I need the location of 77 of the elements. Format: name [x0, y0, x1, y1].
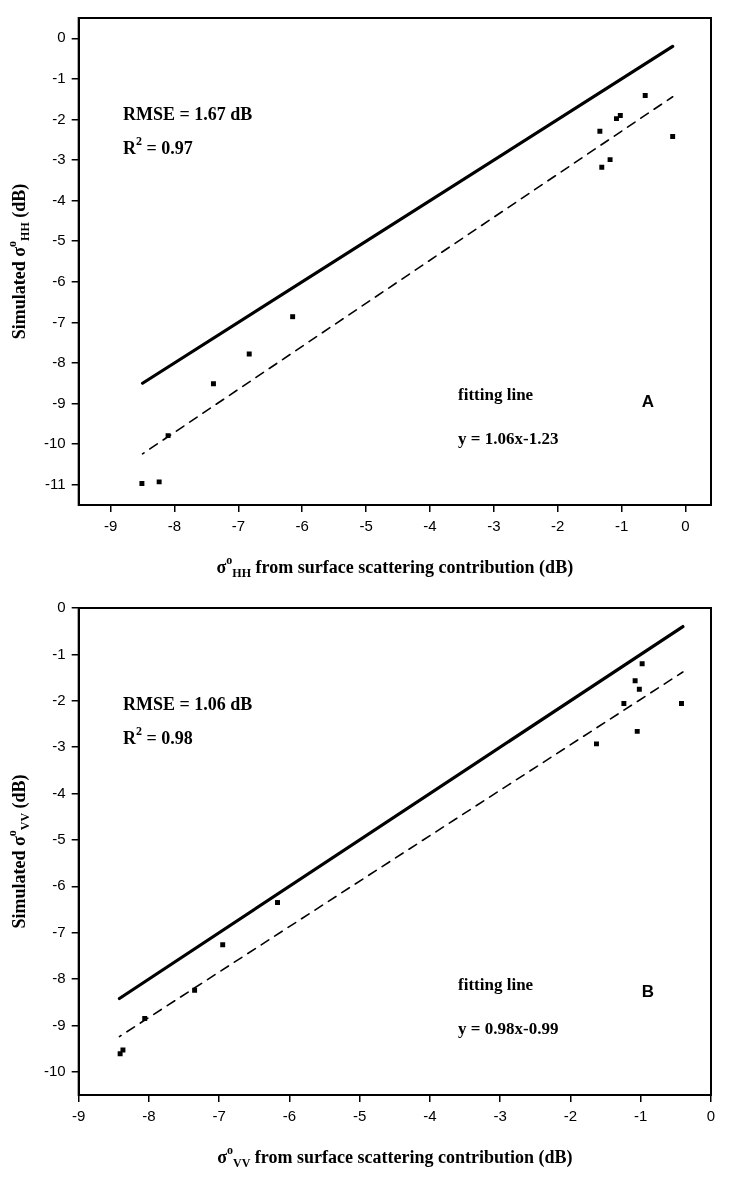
point [599, 164, 605, 170]
point [632, 678, 638, 684]
x-tick-label: -5 [359, 517, 373, 535]
point [290, 314, 296, 320]
y-tick-label: 0 [57, 598, 66, 616]
y-tick-label: -7 [52, 312, 66, 330]
point [642, 93, 648, 98]
x-tick-label: -3 [493, 1107, 507, 1125]
y-tick-label: -3 [52, 737, 66, 755]
point [246, 351, 252, 357]
x-tick-label: -4 [423, 517, 437, 535]
y-tick-label: 0 [57, 28, 66, 46]
y-tick-label: -9 [52, 1015, 66, 1033]
point [639, 661, 645, 667]
point [165, 433, 171, 439]
point [607, 157, 613, 163]
annotation: fitting line [458, 974, 534, 994]
point [621, 701, 627, 707]
y-axis-title: Simulated σoVV (dB) [4, 774, 33, 929]
annotation: RMSE = 1.06 dB [122, 694, 253, 715]
point [617, 112, 623, 118]
x-tick-label: 0 [706, 1107, 716, 1125]
annotation: RMSE = 1.67 dB [122, 104, 253, 125]
x-tick-label: -7 [231, 517, 246, 535]
y-tick-label: -7 [52, 922, 66, 940]
y-tick-label: -10 [43, 1061, 66, 1079]
x-tick-label: -5 [353, 1107, 367, 1125]
y-tick-label: -6 [52, 271, 66, 289]
x-tick-label: 0 [681, 517, 690, 535]
annotation: A [641, 392, 654, 412]
x-tick-label: -8 [142, 1107, 156, 1125]
x-tick-label: -2 [551, 517, 565, 535]
y-tick-label: -8 [52, 353, 66, 371]
y-tick-label: -1 [52, 69, 66, 87]
annotation: B [641, 982, 654, 1002]
y-tick-label: -9 [52, 393, 66, 411]
y-tick-label: -1 [52, 644, 66, 662]
y-tick-label: -2 [52, 109, 66, 127]
x-tick-label: -7 [212, 1107, 226, 1125]
x-tick-label: -9 [103, 517, 118, 535]
x-tick-label: -1 [614, 517, 629, 535]
x-tick-label: -2 [563, 1107, 578, 1125]
point [634, 728, 640, 734]
x-tick-label: -8 [167, 517, 182, 535]
point [139, 481, 145, 486]
x-tick-label: -4 [423, 1107, 437, 1125]
annotation: y = 1.06x-1.23 [458, 428, 559, 448]
x-tick-label: -1 [634, 1107, 648, 1125]
x-tick-label: -3 [487, 517, 501, 535]
point [210, 381, 216, 387]
y-tick-label: -2 [52, 690, 66, 708]
y-tick-label: -10 [43, 434, 66, 452]
y-tick-label: -5 [52, 830, 66, 848]
x-tick-label: -6 [295, 517, 309, 535]
annotation: y = 0.98x-0.99 [458, 1018, 559, 1038]
x-tick-label: -9 [72, 1107, 86, 1125]
y-tick-label: -4 [52, 783, 66, 801]
y-tick-label: -5 [52, 231, 66, 249]
point [192, 987, 198, 993]
x-tick-label: -6 [282, 1107, 297, 1125]
point [679, 701, 684, 707]
point [220, 942, 226, 948]
point [597, 128, 603, 134]
y-tick-label: -4 [52, 190, 66, 208]
point [636, 686, 642, 692]
annotation: fitting line [458, 384, 534, 404]
y-tick-label: -3 [52, 150, 66, 168]
y-tick-label: -8 [52, 969, 66, 987]
point [142, 1016, 148, 1021]
point [594, 741, 599, 747]
y-tick-label: -6 [52, 876, 66, 894]
point [275, 900, 280, 905]
point [614, 116, 619, 122]
point [670, 134, 676, 139]
point [156, 479, 162, 485]
y-axis-title: Simulated σoHH (dB) [4, 183, 33, 340]
y-tick-label: -11 [45, 474, 66, 492]
